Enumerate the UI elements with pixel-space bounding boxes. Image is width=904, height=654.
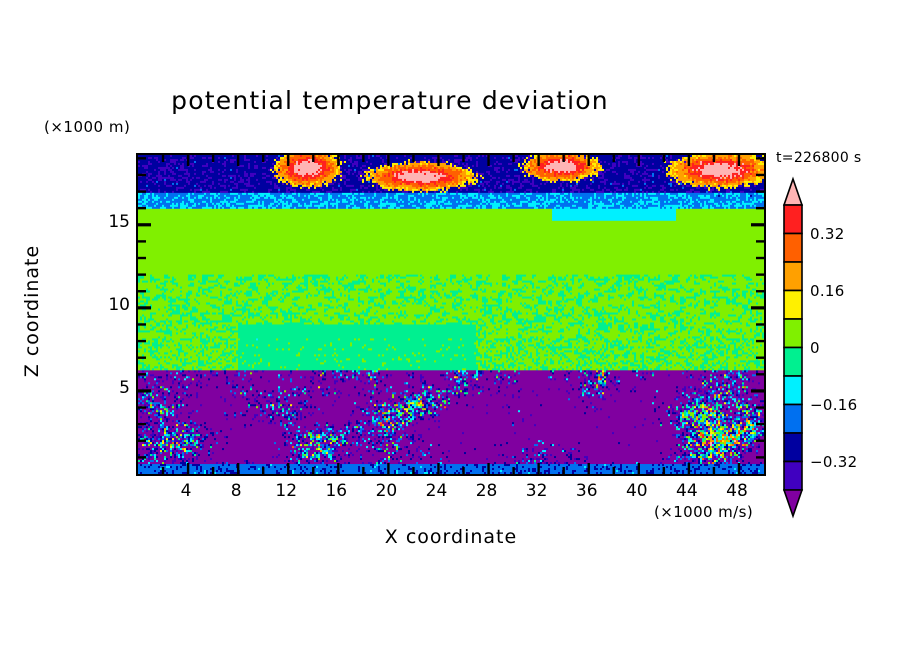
colorbar: 0.32 0.16 0 −0.16 −0.32 [776,175,896,520]
colorbar-band [783,375,803,406]
colorbar-band [783,432,803,463]
colorbar-tick-label: 0 [810,338,820,357]
colorbar-band [783,232,803,263]
y-tick-label: 5 [119,377,130,398]
contour-field [138,155,764,474]
z-axis-unit-label: (×1000 m) [44,118,131,136]
colorbar-swatches [782,176,804,519]
x-axis-unit-label: (×1000 m/s) [654,503,754,521]
colorbar-band [783,460,803,491]
x-tick-label: 36 [575,481,598,501]
timestamp-annotation: t=226800 s [776,150,862,166]
x-tick-label: 28 [475,481,498,501]
colorbar-band [783,403,803,434]
x-tick-label: 8 [230,481,242,501]
colorbar-band [783,346,803,377]
x-tick-label: 48 [726,481,748,501]
y-axis-tick-labels: 5 10 15 [88,153,130,476]
x-axis-title: X coordinate [384,526,518,548]
y-tick-label: 15 [108,211,130,232]
x-tick-label: 24 [425,481,448,501]
x-tick-label: 44 [676,481,698,501]
x-axis-tick-labels: 4 8 12 16 20 24 28 32 36 40 44 48 [136,481,766,505]
x-tick-label: 40 [625,481,648,501]
x-tick-label: 16 [325,481,348,501]
contour-plot-area [136,153,766,476]
colorbar-tick-label: −0.32 [810,452,858,471]
colorbar-band [783,261,803,292]
colorbar-band [783,289,803,320]
x-tick-label: 32 [525,481,548,501]
page-title: potential temperature deviation [171,86,609,115]
y-tick-label: 10 [108,294,130,315]
colorbar-tick-label: 0.32 [810,224,845,243]
colorbar-band [783,318,803,349]
x-tick-label: 12 [275,481,298,501]
y-axis-title: Z coordinate [21,244,43,378]
colorbar-band [783,204,803,235]
colorbar-tick-label: −0.16 [810,395,858,414]
colorbar-extend-low [782,489,804,519]
x-tick-label: 4 [180,481,192,501]
colorbar-extend-high [782,176,804,206]
colorbar-tick-label: 0.16 [810,281,845,300]
x-tick-label: 20 [375,481,398,501]
axis-tick-marks [138,155,764,474]
